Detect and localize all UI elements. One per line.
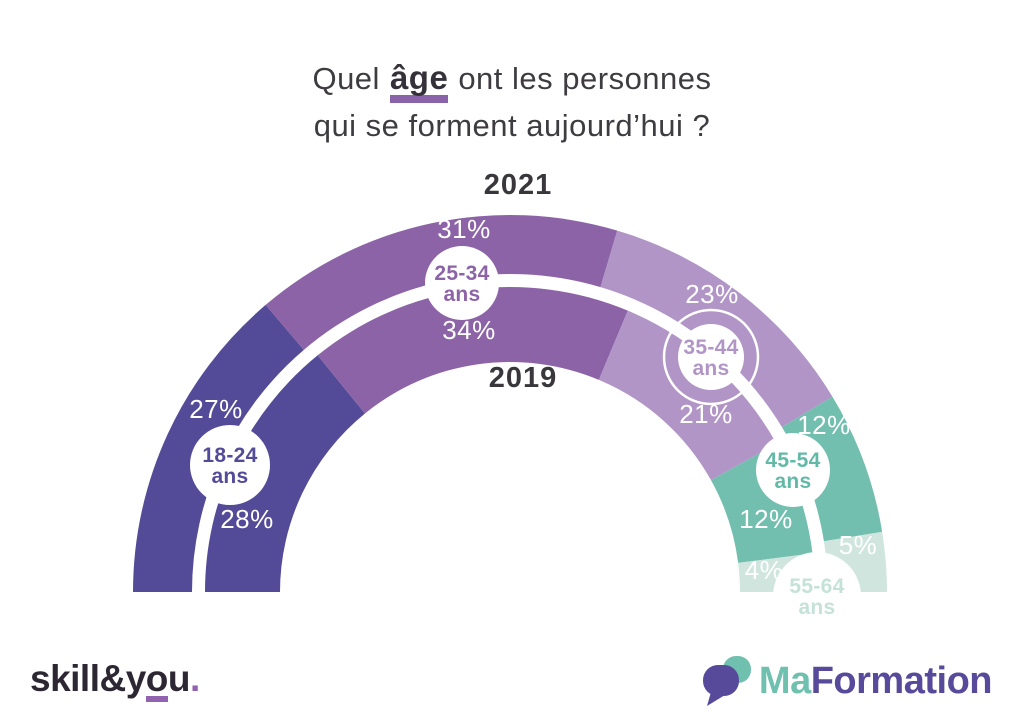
value-2021-25-34-ans: 31%: [437, 214, 491, 244]
category-label-25-34-ans: 25-34 ans: [434, 262, 489, 306]
skillyou-underlined-o: o: [145, 660, 168, 703]
title-line-2: qui se forment aujourd’hui ?: [313, 108, 711, 143]
skillyou-dot: .: [190, 658, 200, 699]
category-badge-35-44-ans: [678, 324, 744, 390]
title-prefix: Quel: [312, 61, 380, 96]
value-2021-35-44-ans: 23%: [685, 279, 739, 309]
category-badge-ring-35-44-ans: [662, 308, 760, 406]
title-suffix: ont les personnes: [458, 61, 712, 96]
title-line-1: Quel âge ont les personnes: [0, 56, 1024, 103]
category-label-18-24-ans: 18-24 ans: [202, 444, 257, 488]
skillyou-text-2: u: [167, 658, 191, 699]
value-2019-55-64-ans: 4%: [745, 555, 784, 585]
value-2019-25-34-ans: 34%: [442, 315, 496, 345]
maformation-text-formation: Formation: [810, 659, 993, 702]
category-badge-45-54-ans: [756, 433, 830, 507]
value-2019-35-44-ans: 21%: [679, 399, 733, 429]
skillandyou-logo: skill&you.: [30, 658, 200, 703]
segment-2021-25-34-ans: [265, 215, 618, 350]
segment-2019-18-24-ans: [205, 355, 365, 592]
category-badge-18-24-ans: [190, 425, 270, 505]
speech-bubbles-icon: [702, 656, 751, 706]
year-label-2019: 2019: [488, 362, 558, 394]
page-title: Quel âge ont les personnes qui se forment …: [0, 56, 1024, 148]
category-label-45-54-ans: 45-54 ans: [765, 449, 820, 493]
value-2019-45-54-ans: 12%: [739, 504, 793, 534]
value-2021-18-24-ans: 27%: [189, 394, 243, 424]
segment-2019-35-44-ans: [598, 310, 777, 481]
category-label-55-64-ans: 55-64 ans: [789, 575, 844, 619]
value-2021-45-54-ans: 12%: [797, 410, 851, 440]
maformation-text-ma: Ma: [758, 659, 811, 702]
maformation-logo: Ma Formation: [701, 654, 993, 708]
title-highlight-age: âge: [389, 61, 449, 103]
skillyou-text-1: skill&y: [30, 658, 146, 699]
segment-2019-25-34-ans: [317, 287, 628, 414]
category-badge-55-64-ans: [773, 552, 861, 640]
value-2019-18-24-ans: 28%: [220, 504, 274, 534]
year-label-2021: 2021: [483, 169, 553, 201]
category-label-35-44-ans: 35-44 ans: [683, 336, 738, 380]
value-2021-55-64-ans: 5%: [839, 530, 878, 560]
category-badge-25-34-ans: [425, 246, 499, 320]
segment-2021-45-54-ans: [781, 396, 883, 542]
